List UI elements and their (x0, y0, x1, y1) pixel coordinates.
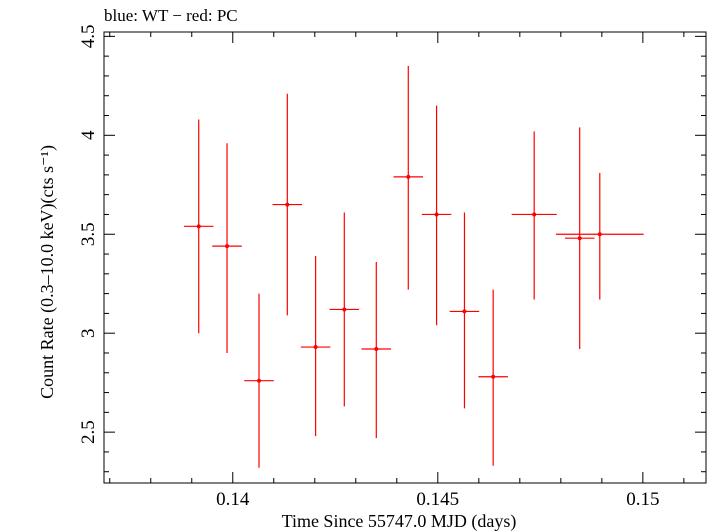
data-point (577, 236, 582, 241)
data-point (285, 202, 290, 207)
data-point (374, 347, 379, 352)
data-layer (183, 66, 644, 468)
data-point (532, 212, 537, 217)
chart-title: blue: WT − red: PC (104, 6, 238, 25)
plot-border (103, 31, 707, 484)
data-point (196, 224, 201, 229)
data-point (462, 309, 467, 314)
series-pc (183, 66, 644, 468)
plot-frame (103, 31, 707, 484)
x-axis-title: Time Since 55747.0 MJD (days) (282, 511, 517, 532)
y-tick-label: 4.5 (78, 24, 99, 48)
data-point (491, 374, 496, 379)
y-tick-label: 2.5 (78, 420, 99, 444)
x-axis: 0.14 0.145 0.15 (109, 32, 685, 510)
data-point (434, 212, 439, 217)
data-point (406, 174, 411, 179)
x-tick-label: 0.14 (216, 489, 250, 510)
y-axis-title: Count Rate (0.3–10.0 keV)(cts s⁻¹) (37, 145, 58, 399)
data-point (257, 378, 262, 383)
y-axis: 2.5 3 3.5 4 4.5 (78, 24, 706, 473)
x-tick-label: 0.15 (626, 489, 659, 510)
data-point (313, 345, 318, 350)
y-tick-label: 3 (78, 328, 99, 338)
y-tick-label: 3.5 (78, 222, 99, 246)
data-point (225, 244, 230, 249)
data-point (597, 232, 602, 237)
data-point (342, 307, 347, 312)
x-tick-label: 0.145 (416, 489, 459, 510)
y-tick-label: 4 (78, 130, 99, 140)
